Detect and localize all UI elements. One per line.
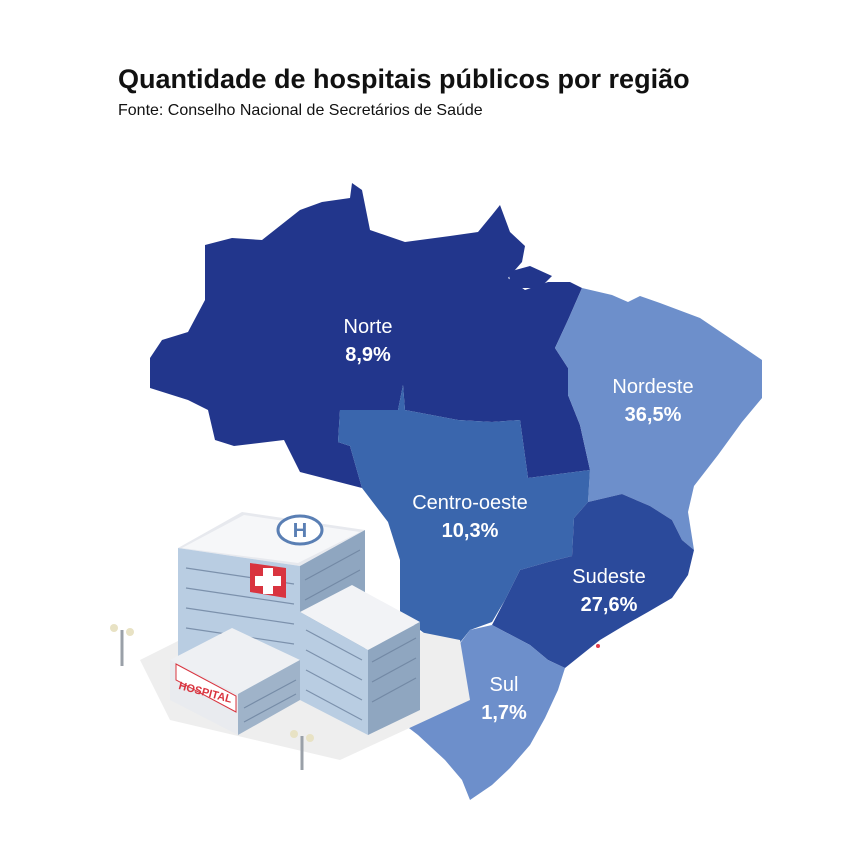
source-note: Fonte: Conselho Nacional de Secretários … [118, 102, 483, 119]
right-wing-roof [300, 585, 420, 650]
region-value-nordeste: 36,5% [625, 404, 682, 426]
region-value-sudeste: 27,6% [581, 594, 638, 616]
region-sul[interactable] [405, 625, 565, 800]
helipad-icon [276, 514, 324, 546]
region-value-norte: 8,9% [345, 344, 391, 366]
region-name-sul: Sul [490, 674, 519, 696]
street-lamp-right [290, 730, 314, 770]
region-value-centro-oeste: 10,3% [442, 520, 499, 542]
region-norte-island [508, 266, 552, 288]
region-name-norte: Norte [344, 316, 393, 338]
street-lamp-left [110, 624, 134, 666]
front-block-roof [170, 628, 300, 694]
helipad-letter: H [293, 520, 307, 542]
region-sudeste[interactable] [492, 494, 694, 668]
region-name-nordeste: Nordeste [612, 376, 693, 398]
region-name-sudeste: Sudeste [572, 566, 645, 588]
region-name-centro-oeste: Centro-oeste [412, 492, 528, 514]
page-title: Quantidade de hospitais públicos por reg… [118, 64, 690, 94]
region-value-sul: 1,7% [481, 702, 527, 724]
region-norte[interactable] [150, 183, 590, 488]
region-centro-oeste[interactable] [338, 385, 590, 645]
hospital-illustration: H HOSPITAL [110, 512, 470, 770]
region-nordeste[interactable] [555, 288, 762, 550]
map-marker-dot [596, 644, 600, 648]
